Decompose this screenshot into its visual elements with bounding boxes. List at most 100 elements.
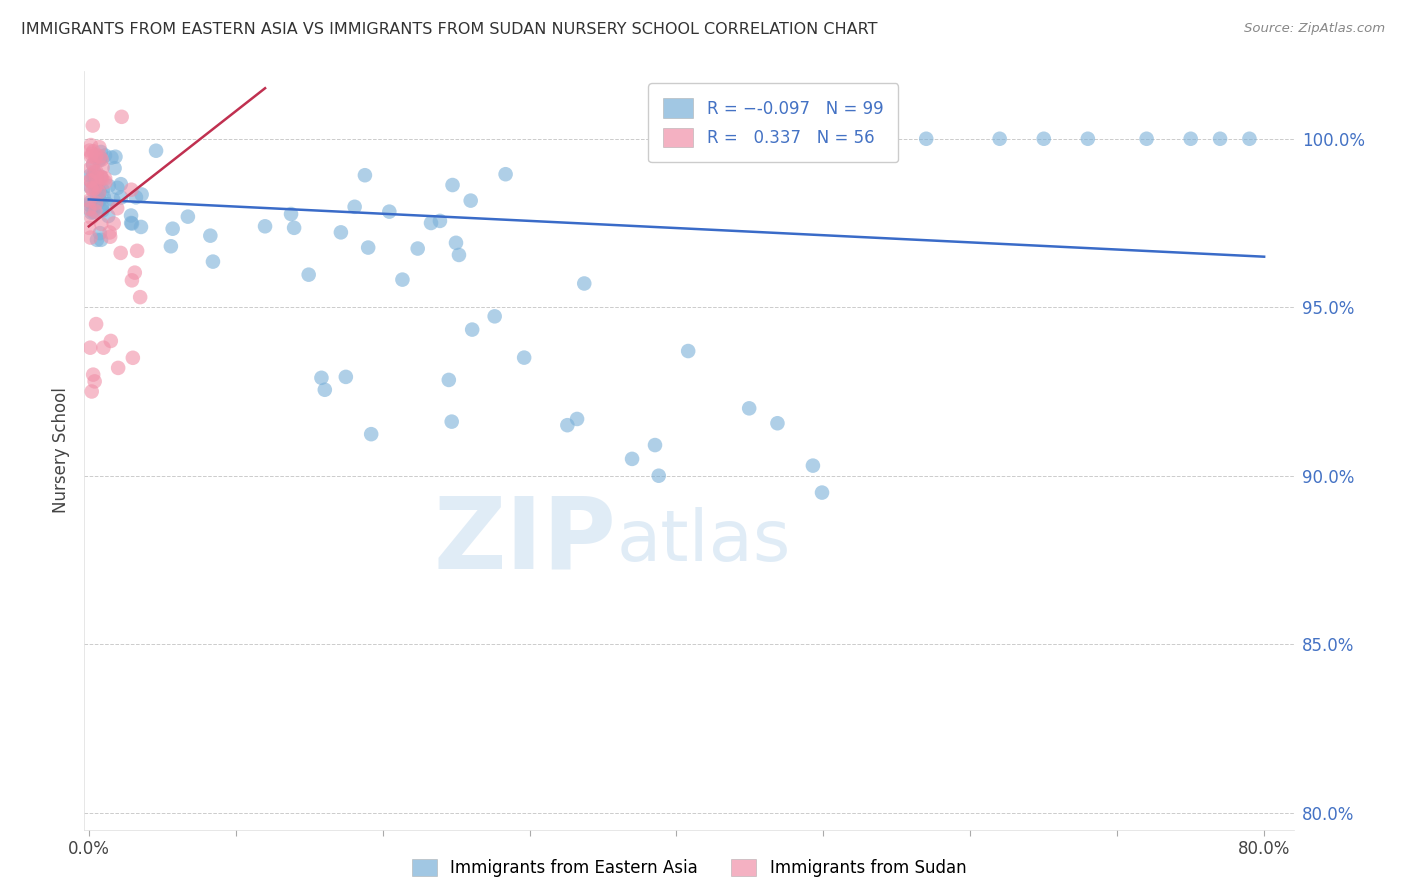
Point bbox=[79, 173, 101, 187]
Point bbox=[801, 458, 824, 473]
Point bbox=[80, 147, 103, 161]
Point bbox=[82, 157, 104, 171]
Point bbox=[766, 416, 789, 430]
Point bbox=[495, 167, 517, 181]
Point bbox=[811, 485, 834, 500]
Point bbox=[87, 193, 110, 207]
Point bbox=[86, 233, 108, 247]
Point bbox=[283, 220, 305, 235]
Point bbox=[100, 151, 122, 165]
Point bbox=[391, 272, 413, 286]
Point bbox=[83, 166, 105, 180]
Point bbox=[343, 200, 366, 214]
Point bbox=[87, 186, 110, 200]
Point bbox=[82, 205, 104, 219]
Point bbox=[461, 322, 484, 336]
Point bbox=[90, 170, 112, 185]
Point bbox=[82, 145, 104, 159]
Point bbox=[429, 214, 451, 228]
Point bbox=[280, 207, 302, 221]
Point bbox=[988, 132, 1011, 146]
Point bbox=[83, 375, 105, 389]
Point bbox=[440, 415, 463, 429]
Point bbox=[91, 183, 114, 197]
Point bbox=[84, 204, 107, 219]
Point bbox=[79, 179, 101, 194]
Point bbox=[406, 242, 429, 256]
Point bbox=[120, 183, 142, 197]
Point bbox=[86, 185, 108, 199]
Point bbox=[1180, 132, 1202, 146]
Text: Source: ZipAtlas.com: Source: ZipAtlas.com bbox=[1244, 22, 1385, 36]
Point bbox=[107, 360, 129, 375]
Point bbox=[110, 190, 132, 204]
Point bbox=[82, 119, 104, 133]
Point bbox=[89, 140, 111, 154]
Legend: R = −-0.097   N = 99, R =   0.337   N = 56: R = −-0.097 N = 99, R = 0.337 N = 56 bbox=[648, 84, 898, 162]
Point bbox=[90, 153, 112, 167]
Point bbox=[103, 193, 125, 207]
Point bbox=[160, 239, 183, 253]
Point bbox=[86, 178, 108, 192]
Point bbox=[648, 468, 671, 483]
Point bbox=[444, 235, 467, 250]
Point bbox=[93, 341, 115, 355]
Point bbox=[84, 148, 107, 162]
Point bbox=[80, 174, 103, 188]
Point bbox=[80, 149, 103, 163]
Point bbox=[1136, 132, 1159, 146]
Point bbox=[90, 145, 112, 159]
Point bbox=[97, 197, 120, 211]
Point bbox=[82, 157, 104, 171]
Point bbox=[335, 370, 357, 384]
Point bbox=[94, 171, 117, 186]
Point bbox=[79, 230, 101, 244]
Point bbox=[738, 401, 761, 416]
Point bbox=[98, 226, 121, 240]
Point bbox=[105, 202, 128, 216]
Point bbox=[97, 178, 120, 193]
Point bbox=[90, 169, 112, 184]
Point bbox=[420, 216, 443, 230]
Text: ZIP: ZIP bbox=[433, 493, 616, 590]
Point bbox=[121, 273, 143, 287]
Point bbox=[314, 383, 336, 397]
Point bbox=[84, 317, 107, 331]
Point bbox=[103, 161, 125, 176]
Point bbox=[110, 246, 132, 260]
Point bbox=[1077, 132, 1099, 146]
Point bbox=[127, 244, 149, 258]
Point bbox=[79, 195, 101, 210]
Point bbox=[86, 173, 108, 187]
Point bbox=[91, 171, 114, 186]
Point bbox=[100, 334, 122, 348]
Point bbox=[103, 217, 125, 231]
Point bbox=[86, 175, 108, 189]
Point bbox=[915, 132, 938, 146]
Point bbox=[79, 202, 101, 216]
Point bbox=[97, 209, 120, 223]
Point bbox=[145, 144, 167, 158]
Point bbox=[360, 427, 382, 442]
Point bbox=[121, 351, 143, 365]
Point bbox=[460, 194, 482, 208]
Point bbox=[77, 220, 100, 235]
Point bbox=[107, 181, 129, 195]
Point bbox=[90, 217, 112, 231]
Point bbox=[80, 138, 103, 153]
Point bbox=[79, 161, 101, 176]
Point bbox=[201, 254, 224, 268]
Point bbox=[86, 165, 108, 179]
Point bbox=[84, 196, 107, 211]
Point bbox=[565, 412, 588, 426]
Point bbox=[86, 189, 108, 203]
Point bbox=[557, 418, 579, 433]
Point bbox=[98, 229, 121, 244]
Point bbox=[89, 149, 111, 163]
Point bbox=[80, 384, 103, 399]
Point bbox=[513, 351, 536, 365]
Point bbox=[89, 194, 111, 208]
Point bbox=[83, 164, 105, 178]
Point bbox=[82, 169, 104, 183]
Point bbox=[644, 438, 666, 452]
